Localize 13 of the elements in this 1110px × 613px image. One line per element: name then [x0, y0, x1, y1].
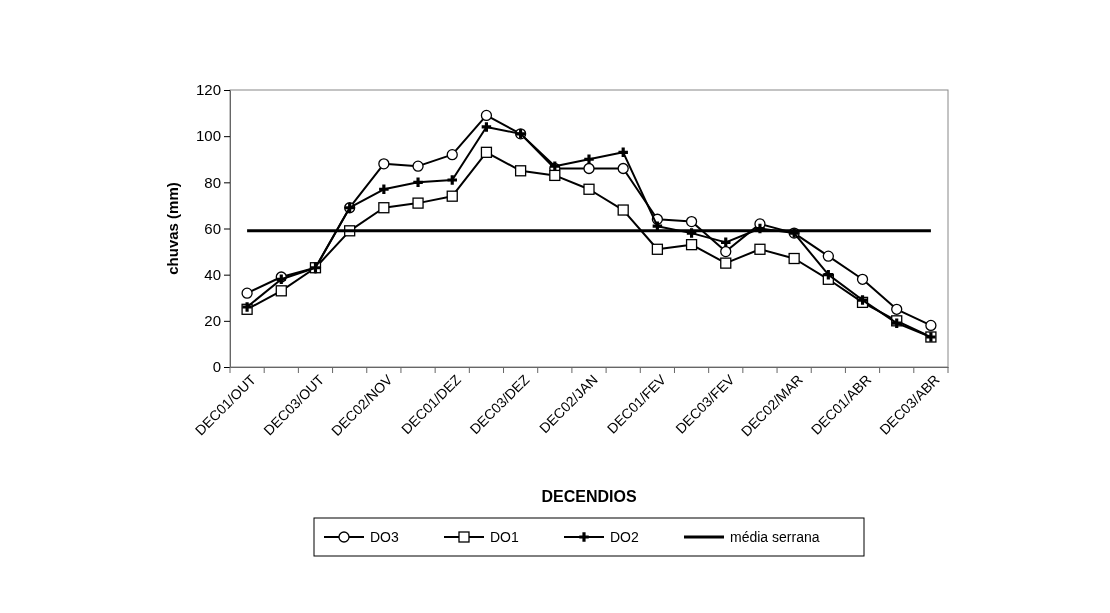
- legend-label: DO1: [490, 528, 519, 545]
- y-tick-label: 40: [204, 265, 221, 283]
- legend-label: média serrana: [730, 528, 820, 545]
- y-tick-label: 60: [204, 219, 221, 237]
- y-tick-label: 80: [204, 173, 221, 191]
- y-axis-title: chuvas (mm): [164, 182, 181, 275]
- y-tick-label: 0: [212, 358, 221, 376]
- legend-label: DO2: [610, 528, 639, 545]
- x-axis-title: DECENDIOS: [541, 488, 637, 505]
- y-tick-label: 20: [204, 312, 221, 330]
- y-tick-label: 120: [195, 81, 221, 99]
- legend-label: DO3: [370, 528, 399, 545]
- y-tick-label: 100: [195, 127, 221, 145]
